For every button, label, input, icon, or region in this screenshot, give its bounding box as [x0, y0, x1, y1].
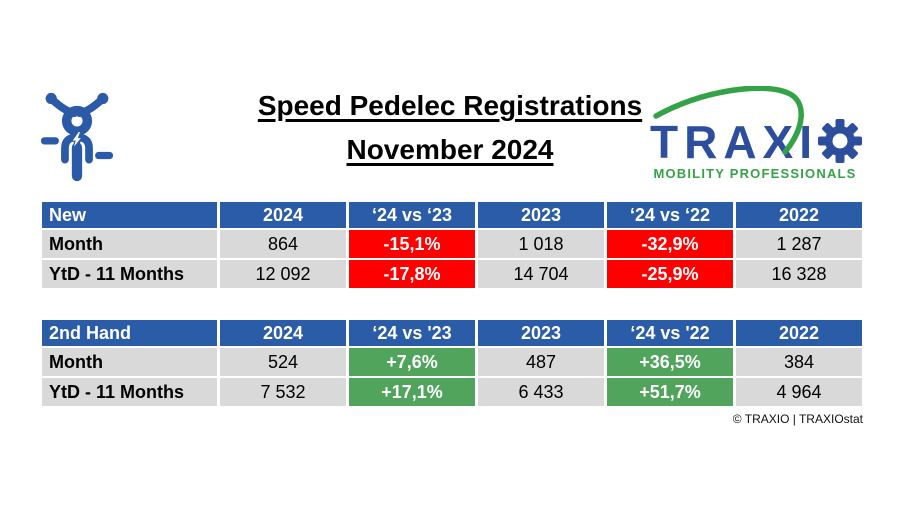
- value-cell: 14 704: [478, 260, 604, 288]
- lightning-bolt-icon: [72, 132, 81, 147]
- column-header: 2024: [220, 320, 346, 346]
- value-cell: 16 328: [736, 260, 862, 288]
- change-cell: +7,6%: [349, 348, 475, 376]
- value-cell: 524: [220, 348, 346, 376]
- row-label: Month: [42, 348, 217, 376]
- copyright-note: © TRAXIO | TRAXIOstat: [732, 412, 863, 426]
- page-title: Speed Pedelec Registrations November 202…: [100, 84, 800, 172]
- row-label: YtD - 11 Months: [42, 378, 217, 406]
- change-cell: +51,7%: [607, 378, 733, 406]
- page-title-line1: Speed Pedelec Registrations: [257, 90, 643, 121]
- gear-icon: [818, 119, 862, 163]
- value-cell: 1 287: [736, 230, 862, 258]
- speed-pedelec-icon: [40, 92, 114, 182]
- column-header: ‘24 vs ‘22: [607, 202, 733, 228]
- logo-brand-text: TRAXI: [650, 116, 818, 168]
- column-header: ‘24 vs ‘23: [349, 202, 475, 228]
- column-header: ‘24 vs '23: [349, 320, 475, 346]
- value-cell: 1 018: [478, 230, 604, 258]
- change-cell: +17,1%: [349, 378, 475, 406]
- swoosh-arc-icon: [653, 86, 804, 155]
- column-header: 2022: [736, 320, 862, 346]
- traxio-logo: TRAXI MOBILITY PROFESSIONALS: [650, 86, 862, 181]
- row-label: YtD - 11 Months: [42, 260, 217, 288]
- value-cell: 4 964: [736, 378, 862, 406]
- table-title-cell: 2nd Hand: [42, 320, 217, 346]
- column-header: 2024: [220, 202, 346, 228]
- table-new: New 2024 ‘24 vs ‘23 2023 ‘24 vs ‘22 2022 Month…: [42, 202, 862, 288]
- value-cell: 6 433: [478, 378, 604, 406]
- change-cell: -17,8%: [349, 260, 475, 288]
- column-header: 2023: [478, 202, 604, 228]
- value-cell: 7 532: [220, 378, 346, 406]
- logo-tagline: MOBILITY PROFESSIONALS: [653, 166, 856, 181]
- change-cell: -15,1%: [349, 230, 475, 258]
- column-header: 2022: [736, 202, 862, 228]
- change-cell: +36,5%: [607, 348, 733, 376]
- value-cell: 12 092: [220, 260, 346, 288]
- column-header: ‘24 vs '22: [607, 320, 733, 346]
- column-header: 2023: [478, 320, 604, 346]
- value-cell: 864: [220, 230, 346, 258]
- table-2nd-hand: 2nd Hand 2024 ‘24 vs '23 2023 ‘24 vs '22 2022…: [42, 320, 862, 406]
- value-cell: 384: [736, 348, 862, 376]
- value-cell: 487: [478, 348, 604, 376]
- page-title-line2: November 2024: [346, 134, 554, 165]
- change-cell: -32,9%: [607, 230, 733, 258]
- table-title-cell: New: [42, 202, 217, 228]
- change-cell: -25,9%: [607, 260, 733, 288]
- row-label: Month: [42, 230, 217, 258]
